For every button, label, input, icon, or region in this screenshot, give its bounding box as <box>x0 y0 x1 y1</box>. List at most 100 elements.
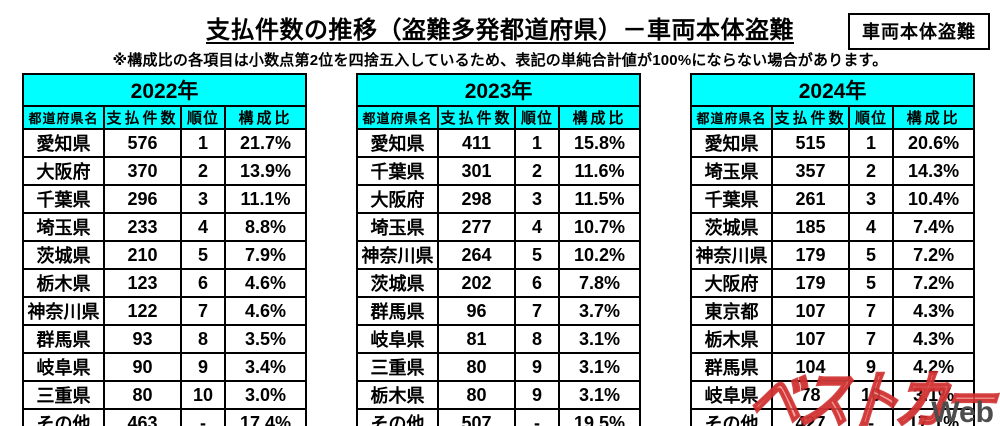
count-cell: 123 <box>103 268 182 298</box>
share-cell: 10.7% <box>558 212 642 242</box>
rank-cell: 7 <box>848 296 895 326</box>
share-cell: 17.1% <box>892 408 976 426</box>
rank-cell: 9 <box>514 352 561 382</box>
share-cell: 4.2% <box>892 352 976 382</box>
share-cell: 3.7% <box>558 296 642 326</box>
table-row: 千葉県 261 3 10.4% <box>690 184 976 214</box>
count-cell: 277 <box>437 212 517 242</box>
prefecture-cell: 千葉県 <box>690 184 774 214</box>
share-cell: 20.6% <box>892 128 976 158</box>
rank-cell: 3 <box>180 184 226 214</box>
count-cell: 202 <box>437 268 517 298</box>
rank-cell: 9 <box>848 352 895 382</box>
prefecture-cell: 茨城県 <box>690 212 774 242</box>
rank-cell: 8 <box>514 324 561 354</box>
count-cell: 301 <box>437 156 517 186</box>
share-cell: 3.1% <box>892 380 976 410</box>
rank-cell: 4 <box>180 212 226 242</box>
table-row: 栃木県 123 6 4.6% <box>22 268 308 298</box>
share-cell: 11.5% <box>558 184 642 214</box>
count-cell: 179 <box>771 268 851 298</box>
rank-cell: 10 <box>180 380 226 410</box>
rank-cell: 5 <box>180 240 226 270</box>
rank-cell: 9 <box>180 352 226 382</box>
table-row: 埼玉県 233 4 8.8% <box>22 212 308 242</box>
prefecture-cell: 三重県 <box>356 352 440 382</box>
count-cell: 427 <box>771 408 851 426</box>
prefecture-cell: 群馬県 <box>690 352 774 382</box>
count-cell: 370 <box>103 156 182 186</box>
count-cell: 210 <box>103 240 182 270</box>
share-cell: 3.4% <box>223 352 308 382</box>
share-cell: 17.4% <box>223 408 308 426</box>
count-cell: 179 <box>771 240 851 270</box>
prefecture-cell: 埼玉県 <box>690 156 774 186</box>
count-cell: 80 <box>437 380 517 410</box>
column-header-rank: 順位 <box>180 105 226 130</box>
count-cell: 463 <box>103 408 182 426</box>
table-row: その他 507-19.5% <box>356 408 642 426</box>
prefecture-cell: 愛知県 <box>356 128 440 158</box>
table-row: 茨城県 185 4 7.4% <box>690 212 976 242</box>
table-row: 三重県 80 9 3.1% <box>356 352 642 382</box>
table-row: 愛知県 515 1 20.6% <box>690 128 976 158</box>
rank-cell: 1 <box>848 128 895 158</box>
prefecture-cell: 群馬県 <box>356 296 440 326</box>
count-cell: 233 <box>103 212 182 242</box>
share-cell: 7.4% <box>892 212 976 242</box>
count-cell: 104 <box>771 352 851 382</box>
table-row: その他 427-17.1% <box>690 408 976 426</box>
count-cell: 357 <box>771 156 851 186</box>
rank-cell: - <box>514 408 561 426</box>
year-header: 2023年 <box>356 73 642 107</box>
year-header: 2022年 <box>21 73 308 107</box>
prefecture-cell: 三重県 <box>22 380 105 410</box>
table-row: 埼玉県 277 4 10.7% <box>356 212 642 242</box>
table-row: その他 463-17.4% <box>22 408 308 426</box>
prefecture-cell: 栃木県 <box>22 268 105 298</box>
count-cell: 78 <box>771 380 851 410</box>
table-row: 栃木県 107 7 4.3% <box>690 324 976 354</box>
table-row: 群馬県 93 8 3.5% <box>22 324 308 354</box>
table-row: 大阪府 298 3 11.5% <box>356 184 642 214</box>
share-cell: 19.5% <box>558 408 642 426</box>
count-cell: 90 <box>103 352 182 382</box>
rank-cell: 7 <box>514 296 561 326</box>
share-cell: 3.1% <box>558 352 642 382</box>
prefecture-cell: 岐阜県 <box>22 352 105 382</box>
rank-cell: 5 <box>514 240 561 270</box>
rank-cell: 2 <box>514 156 561 186</box>
table-row: 大阪府 179 5 7.2% <box>690 268 976 298</box>
share-cell: 7.2% <box>892 268 976 298</box>
rank-cell: 3 <box>514 184 561 214</box>
prefecture-cell: その他 <box>356 408 440 426</box>
prefecture-cell: 愛知県 <box>22 128 105 158</box>
share-cell: 3.5% <box>223 324 308 354</box>
count-cell: 264 <box>437 240 517 270</box>
prefecture-cell: その他 <box>22 408 105 426</box>
table-row: 千葉県 296 3 11.1% <box>22 184 308 214</box>
count-cell: 298 <box>437 184 517 214</box>
prefecture-cell: 茨城県 <box>356 268 440 298</box>
prefecture-cell: 神奈川県 <box>22 296 105 326</box>
table-row: 三重県 80 10 3.0% <box>22 380 308 410</box>
count-cell: 80 <box>437 352 517 382</box>
table-row: 岐阜県 81 8 3.1% <box>356 324 642 354</box>
table-row: 茨城県 210 5 7.9% <box>22 240 308 270</box>
prefecture-cell: 千葉県 <box>22 184 105 214</box>
rank-cell: 6 <box>180 268 226 298</box>
rank-cell: 10 <box>848 380 895 410</box>
prefecture-cell: その他 <box>690 408 774 426</box>
column-header-prefecture: 都道府県名 <box>356 105 440 130</box>
table-row: 茨城県 202 6 7.8% <box>356 268 642 298</box>
share-cell: 3.1% <box>558 324 642 354</box>
count-cell: 576 <box>103 128 182 158</box>
prefecture-cell: 大阪府 <box>22 156 105 186</box>
year-header: 2024年 <box>690 73 976 107</box>
share-cell: 7.9% <box>223 240 308 270</box>
payments-table-2022: 2022年 都道府県名 支払件数 順位 構成比 愛知県 576 1 21.7% 大阪府 370 2 13… <box>21 73 308 426</box>
column-header-count: 支払件数 <box>437 105 517 130</box>
table-row: 神奈川県 179 5 7.2% <box>690 240 976 270</box>
count-cell: 107 <box>771 296 851 326</box>
